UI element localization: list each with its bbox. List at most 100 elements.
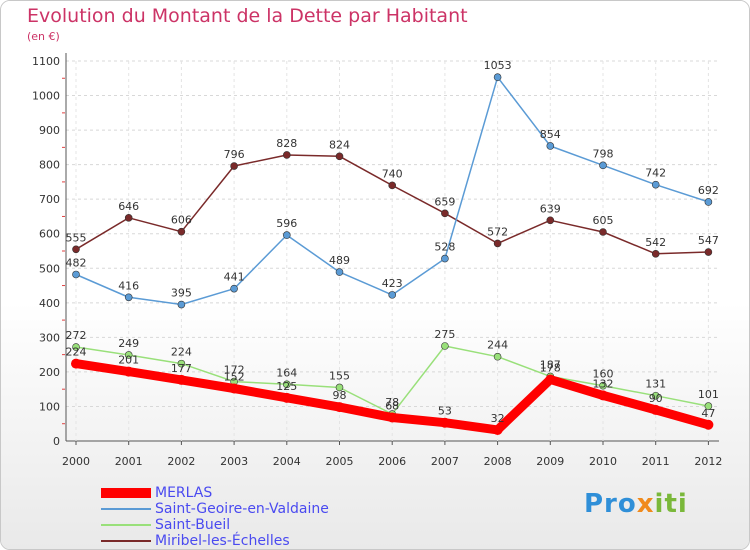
y-tick-label: 1000 [32,90,60,103]
chart-unit: (en €) [27,30,60,43]
y-tick-label: 0 [53,435,60,448]
y-tick-label: 200 [39,366,60,379]
legend-item-merlas: MERLAS [101,485,329,501]
data-label-saint-bueil: 244 [487,339,508,352]
data-point-saint-bueil [124,351,133,359]
data-label-saint-bueil: 155 [329,369,350,382]
data-point-miribel [177,227,186,236]
data-label-saint-geoire: 423 [382,277,403,290]
data-label-saint-geoire: 596 [276,217,297,230]
data-label-merlas: 68 [385,400,399,413]
legend-label: Saint-Bueil [155,517,231,533]
x-tick-label: 2009 [536,455,564,468]
data-label-miribel: 572 [487,225,508,238]
y-tick-label: 400 [39,297,60,310]
data-point-saint-geoire [441,254,449,263]
data-point-saint-geoire [388,291,397,299]
data-point-saint-geoire [124,293,133,302]
data-label-merlas: 224 [66,346,87,359]
data-point-miribel [124,214,133,222]
y-tick-label: 500 [39,262,60,275]
data-point-saint-geoire [282,231,291,239]
data-point-miribel [335,152,344,161]
y-tick-label: 600 [39,228,60,241]
data-point-merlas [703,419,714,430]
proxiti-logo: Proxiti [584,489,688,519]
data-label-saint-geoire: 441 [224,271,245,284]
legend-label: Miribel-les-Échelles [155,533,290,549]
y-tick-label: 900 [39,124,60,137]
data-label-miribel: 646 [118,200,139,213]
data-label-saint-bueil: 160 [593,368,614,381]
x-tick-label: 2001 [115,455,143,468]
data-label-saint-bueil: 187 [540,358,561,371]
data-label-miribel: 639 [540,202,561,215]
data-point-saint-bueil [441,342,449,350]
data-label-saint-geoire: 798 [593,147,614,160]
data-point-merlas [176,374,187,385]
data-label-saint-geoire: 489 [329,254,350,267]
data-point-merlas [281,392,292,403]
data-label-miribel: 605 [593,214,614,227]
data-label-merlas: 201 [118,354,139,367]
data-label-miribel: 796 [224,148,245,161]
y-tick-label: 800 [39,159,60,172]
data-point-saint-geoire [177,300,186,309]
data-label-saint-geoire: 692 [698,184,719,197]
data-point-saint-bueil [177,359,186,368]
data-point-saint-geoire [493,73,502,82]
legend-item-saint-bueil: Saint-Bueil [101,517,329,533]
y-tick-label: 300 [39,331,60,344]
data-label-miribel: 659 [434,195,455,208]
data-label-merlas: 132 [593,377,614,390]
data-point-saint-bueil [599,381,607,390]
data-point-merlas [598,390,608,401]
data-label-saint-bueil: 172 [224,364,245,377]
data-point-merlas [492,424,503,435]
data-point-merlas [650,404,661,415]
data-label-saint-bueil: 272 [66,329,87,342]
data-label-miribel: 824 [329,138,350,151]
data-point-merlas [545,374,556,385]
data-point-miribel [704,248,713,256]
x-tick-label: 2003 [220,455,248,468]
data-point-saint-geoire [599,161,607,170]
data-label-miribel: 606 [171,214,192,227]
data-label-saint-bueil: 78 [385,396,399,409]
data-point-saint-geoire [335,268,344,276]
data-point-saint-geoire [704,198,713,206]
data-label-merlas: 53 [438,405,452,418]
data-label-miribel: 555 [66,231,87,244]
x-tick-label: 2004 [273,455,301,468]
data-label-merlas: 125 [276,380,297,393]
data-label-saint-bueil: 249 [118,337,139,350]
legend-label: MERLAS [155,485,213,501]
x-tick-label: 2000 [62,455,90,468]
data-point-saint-bueil [335,383,344,392]
data-point-miribel [282,151,291,159]
data-label-merlas: 32 [491,412,505,425]
legend-swatch-merlas [101,488,151,498]
data-label-saint-geoire: 528 [434,241,455,254]
data-label-saint-bueil: 164 [276,366,297,379]
y-tick-label: 100 [39,400,60,413]
x-tick-label: 2002 [167,455,195,468]
data-point-miribel [72,245,80,254]
data-label-miribel: 740 [382,167,403,180]
data-point-miribel [388,181,397,190]
data-label-saint-geoire: 395 [171,287,192,300]
logo-part: x [636,489,655,519]
data-label-saint-geoire: 1053 [484,59,512,72]
data-label-merlas: 98 [333,389,347,402]
logo-part: Pro [584,489,637,519]
data-point-saint-bueil [72,343,80,351]
data-point-saint-bueil [493,352,502,361]
data-point-miribel [441,209,449,218]
legend: MERLAS Saint-Geoire-en-Valdaine Saint-Bu… [101,485,329,549]
x-tick-label: 2008 [484,455,512,468]
data-label-saint-geoire: 416 [118,279,139,292]
data-label-saint-geoire: 742 [645,167,666,180]
